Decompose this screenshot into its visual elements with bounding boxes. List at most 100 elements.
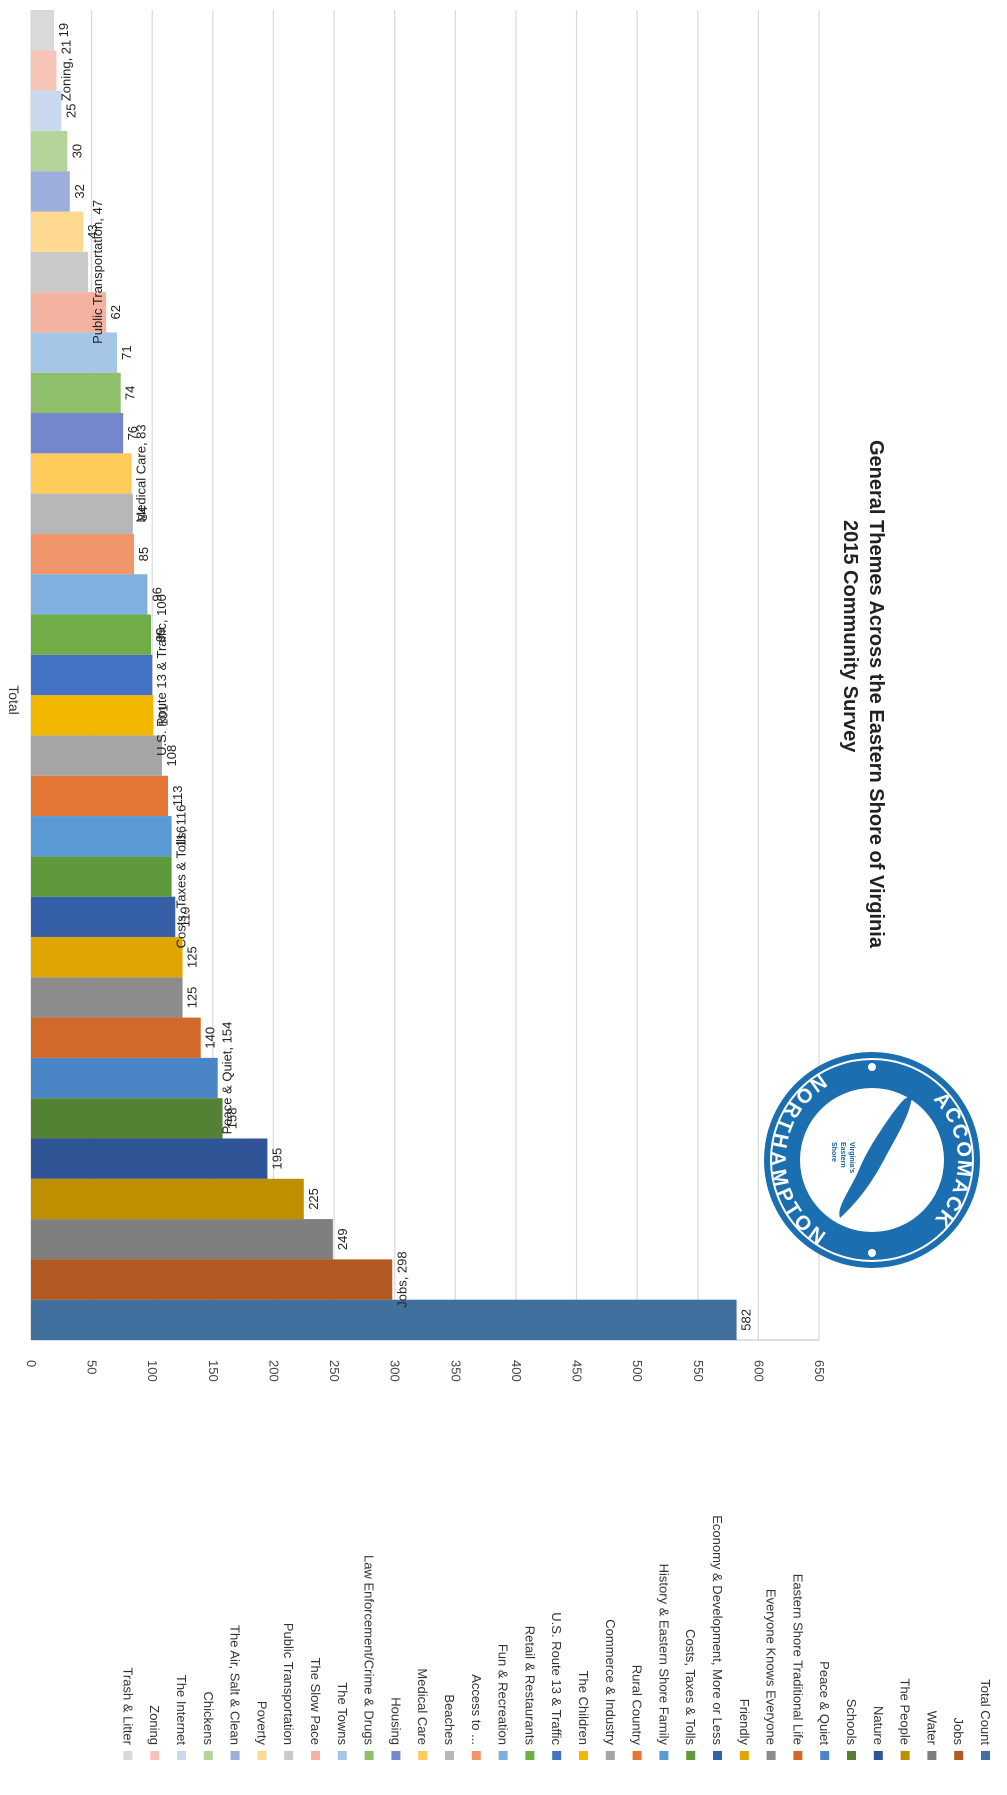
y-tick-label: 150	[206, 1360, 221, 1382]
legend-entry: Economy & Development, More or Less	[710, 1515, 725, 1745]
y-tick-label: 250	[327, 1360, 342, 1382]
chart-subtitle: 2015 Community Survey	[839, 520, 861, 753]
bar	[31, 292, 107, 333]
axis-ticks: 0 50 100 150 200 250 300 350 400 450 500 550 600 650	[24, 1360, 827, 1382]
y-tick-label: 650	[812, 1360, 827, 1382]
legend-swatch	[150, 1751, 160, 1760]
logo-inner-line-2: Eastern	[839, 1142, 846, 1168]
y-tick-label: 400	[509, 1360, 524, 1382]
legend-entry: Jobs	[951, 1718, 966, 1746]
legend-entry: Zoning	[147, 1705, 162, 1745]
data-label: 74	[123, 386, 138, 400]
legend-swatch	[471, 1751, 481, 1760]
data-label: Public Transportation, 47	[90, 200, 105, 344]
legend-entry: Peace & Quiet	[817, 1661, 832, 1745]
bar	[30, 251, 88, 293]
bar	[30, 372, 121, 414]
legend-swatch	[900, 1751, 910, 1760]
bar	[31, 332, 118, 373]
data-label: Zoning, 21	[58, 40, 73, 101]
legend-swatch	[793, 1751, 803, 1760]
bar	[30, 896, 176, 937]
legend-swatch	[203, 1751, 213, 1760]
legend-entry: The Towns	[335, 1682, 350, 1745]
bar	[30, 574, 148, 615]
bar	[31, 1219, 333, 1260]
data-label: 71	[119, 345, 134, 359]
bar	[31, 735, 162, 776]
legend-entry: Friendly	[737, 1699, 752, 1746]
data-label: 125	[185, 987, 200, 1009]
legend-entry: Water	[924, 1711, 939, 1746]
legend-entry: U.S. Route 13 & Traffic	[549, 1612, 564, 1745]
y-tick-label: 550	[691, 1360, 706, 1382]
y-tick-label: 600	[751, 1360, 766, 1382]
peninsula-map-icon	[839, 1097, 912, 1218]
legend-swatch	[873, 1751, 883, 1760]
legend-swatch	[364, 1751, 374, 1760]
x-axis-label: Total	[6, 685, 22, 715]
legend-entry: Costs, Taxes & Tolls	[683, 1629, 698, 1745]
data-label: Costs, Taxes & Tolls, 116	[174, 805, 189, 949]
legend-swatch	[257, 1751, 267, 1760]
data-label: 43	[85, 224, 100, 238]
legend-swatch	[123, 1751, 133, 1760]
bar	[30, 130, 68, 172]
bar	[30, 90, 62, 131]
legend-swatch	[284, 1751, 294, 1760]
legend-swatch	[605, 1751, 615, 1760]
legend-entry: Nature	[871, 1706, 886, 1745]
bar	[30, 695, 154, 736]
bar	[30, 977, 183, 1018]
bar	[31, 775, 168, 817]
data-label: 582	[739, 1309, 754, 1331]
legend-swatch	[713, 1751, 722, 1760]
y-tick-label: 350	[448, 1360, 463, 1382]
legend-swatch	[927, 1751, 937, 1760]
data-label: 249	[335, 1228, 350, 1250]
legend-entry: Fun & Recreation	[496, 1644, 511, 1745]
legend-entry: Schools	[844, 1699, 859, 1746]
legend-entry: Commerce & Industry	[603, 1619, 618, 1745]
legend-swatch	[337, 1751, 347, 1760]
county-seal-logo: ACCOMACK NORTHAMPTON Virginia's Eastern …	[764, 1052, 980, 1268]
data-label: 108	[164, 745, 179, 767]
legend-swatch	[177, 1751, 186, 1760]
legend-swatch	[632, 1751, 642, 1760]
data-label: Medical Care, 83	[134, 424, 149, 522]
y-tick-label: 100	[145, 1360, 160, 1382]
legend-entry: The Air, Salt & Clean	[228, 1625, 243, 1745]
y-tick-label: 450	[570, 1360, 585, 1382]
data-label: U.S. Route 13 & Traffic, 100	[154, 594, 169, 756]
bar	[30, 533, 135, 575]
legend-swatch	[311, 1751, 320, 1760]
y-tick-label: 0	[24, 1360, 39, 1367]
legend-entry: Housing	[388, 1697, 403, 1745]
bar	[31, 1098, 223, 1139]
bar	[31, 1138, 268, 1179]
data-label: 85	[136, 547, 151, 561]
bar	[31, 1299, 737, 1341]
y-tick-label: 500	[630, 1360, 645, 1382]
bars	[30, 10, 737, 1341]
data-label: 62	[108, 305, 123, 319]
logo-inner-line-3: Shore	[830, 1142, 837, 1162]
data-label: 101	[155, 704, 170, 726]
data-label: 30	[69, 144, 84, 158]
legend-entry: Access to ...	[469, 1674, 484, 1745]
legend-entry: Beaches	[442, 1694, 457, 1745]
logo-inner-line-1: Virginia's	[848, 1142, 855, 1173]
bar	[31, 493, 133, 534]
legend-entry: Rural Country	[630, 1665, 645, 1746]
legend-entry: Chickens	[201, 1692, 216, 1746]
data-label: 113	[170, 786, 185, 807]
bar	[30, 211, 84, 252]
legend-entry: Poverty	[254, 1701, 269, 1746]
data-label: 195	[269, 1148, 284, 1170]
bar	[30, 171, 70, 212]
legend-entry: Law Enforcement/Crime & Drugs	[362, 1555, 377, 1746]
data-label: 140	[203, 1027, 218, 1049]
legend-swatch	[820, 1751, 830, 1760]
bar	[30, 614, 152, 655]
